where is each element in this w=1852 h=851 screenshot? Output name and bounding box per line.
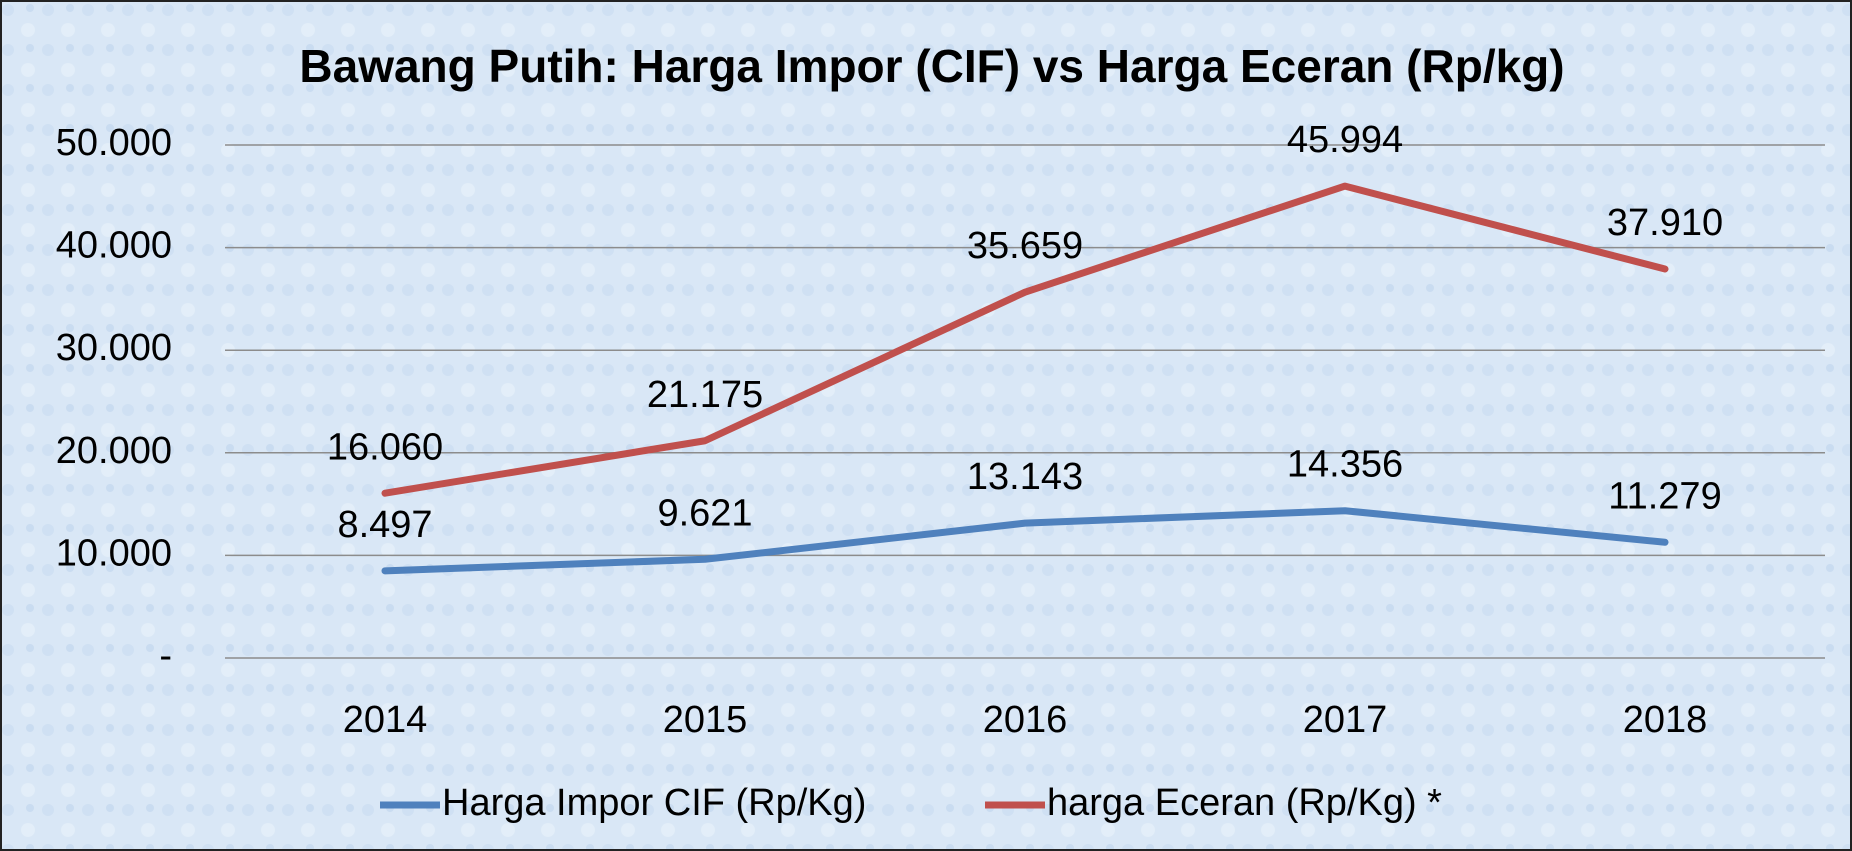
y-tick-label: 10.000: [56, 532, 172, 574]
y-tick-label: 50.000: [56, 122, 172, 164]
data-label: 14.356: [1287, 444, 1403, 486]
data-label: 13.143: [967, 456, 1083, 498]
y-tick-label: -: [159, 635, 172, 677]
legend-label: harga Eceran (Rp/Kg) *: [1047, 782, 1442, 824]
data-label: 45.994: [1287, 119, 1403, 161]
x-tick-label: 2014: [343, 699, 428, 741]
y-tick-label: 20.000: [56, 430, 172, 472]
y-tick-label: 40.000: [56, 225, 172, 267]
x-tick-label: 2016: [983, 699, 1068, 741]
y-tick-label: 30.000: [56, 327, 172, 369]
x-tick-label: 2018: [1623, 699, 1708, 741]
chart-title: Bawang Putih: Harga Impor (CIF) vs Harga…: [299, 40, 1564, 92]
x-tick-label: 2015: [663, 699, 748, 741]
data-label: 37.910: [1607, 202, 1723, 244]
data-label: 21.175: [647, 374, 763, 416]
series-line: [381, 507, 1669, 575]
legend-label: Harga Impor CIF (Rp/Kg): [442, 782, 866, 824]
data-label: 16.060: [327, 426, 443, 468]
data-label: 35.659: [967, 225, 1083, 267]
data-label: 11.279: [1608, 475, 1721, 517]
data-label: 8.497: [337, 504, 432, 546]
data-label: 9.621: [657, 492, 752, 534]
x-tick-label: 2017: [1303, 699, 1388, 741]
series-line: [381, 182, 1669, 497]
